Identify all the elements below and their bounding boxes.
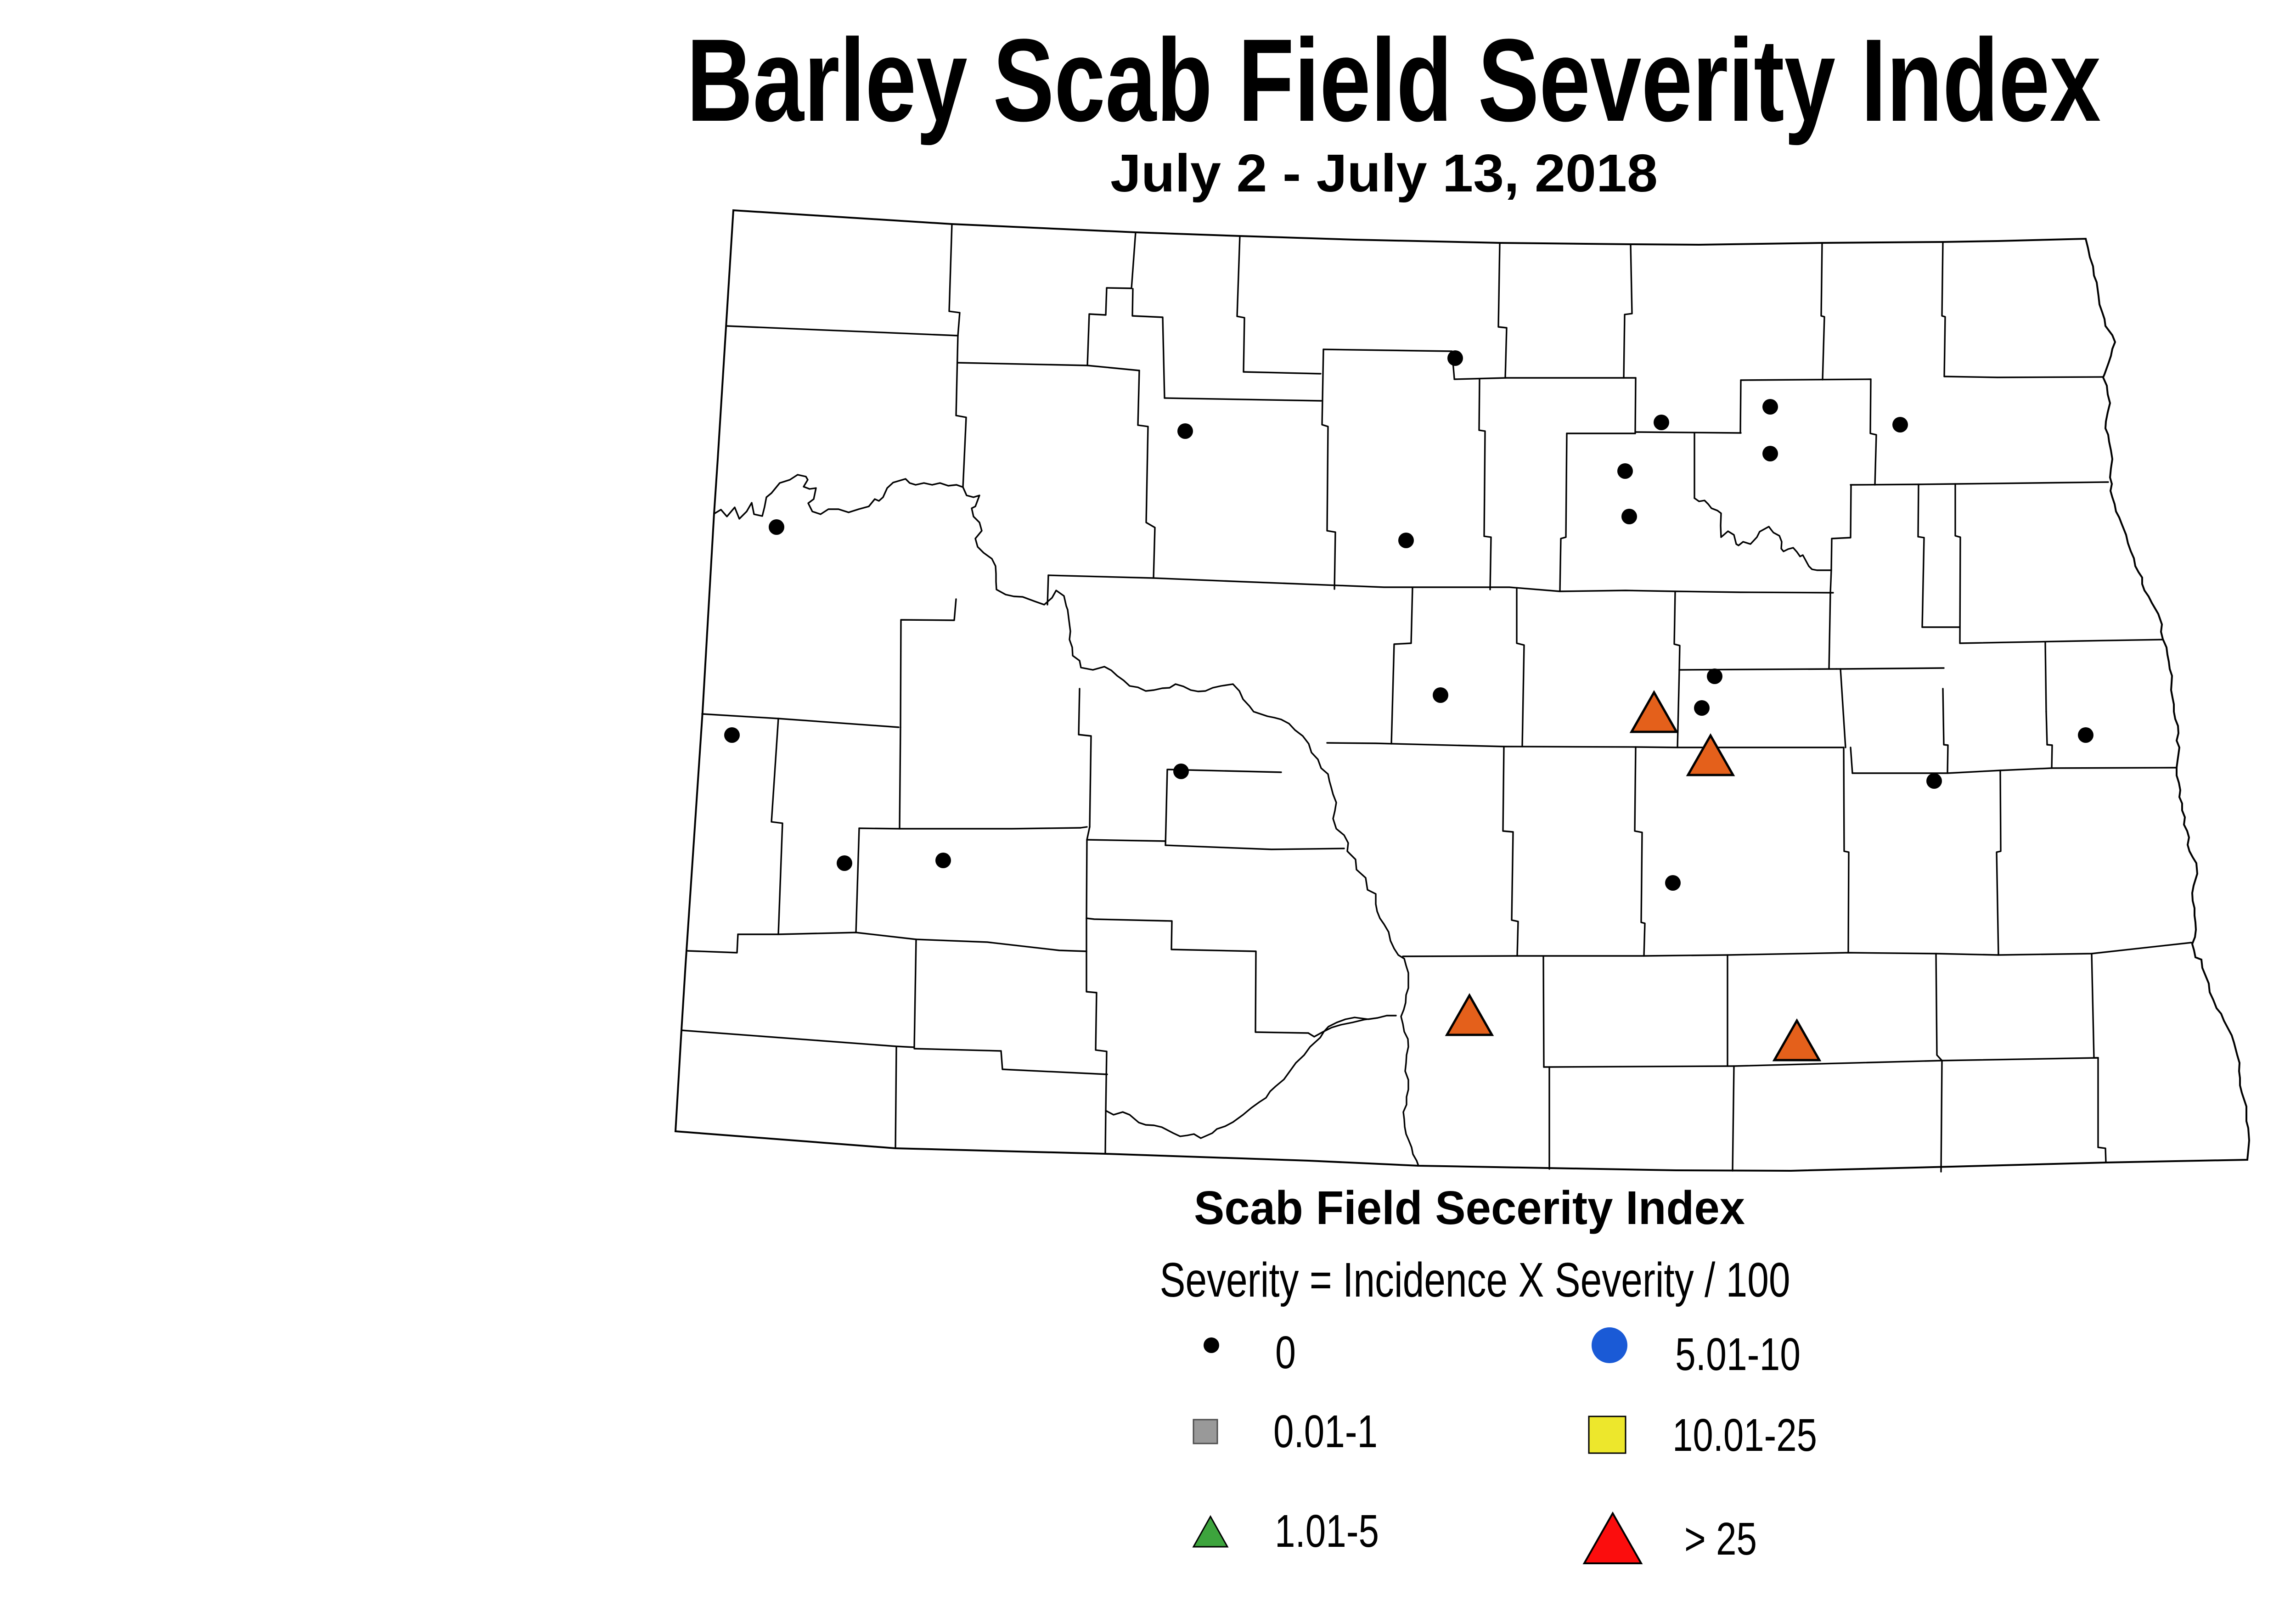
svg-text:Scab Field Secerity Index: Scab Field Secerity Index (1194, 1181, 1745, 1234)
svg-text:1.01-5: 1.01-5 (1275, 1505, 1379, 1557)
svg-text:10.01-25: 10.01-25 (1672, 1410, 1817, 1461)
svg-text:Severity = Incidence X Severit: Severity = Incidence X Severity / 100 (1160, 1253, 1790, 1307)
svg-text:July 2 - July 13, 2018: July 2 - July 13, 2018 (1110, 143, 1658, 203)
svg-text:> 25: > 25 (1684, 1513, 1757, 1565)
svg-text:5.01-10: 5.01-10 (1675, 1329, 1801, 1380)
svg-text:0: 0 (1275, 1327, 1296, 1378)
svg-text:0.01-1: 0.01-1 (1273, 1406, 1378, 1457)
svg-text:Barley Scab Field Severity Ind: Barley Scab Field Severity Index (687, 15, 2101, 146)
